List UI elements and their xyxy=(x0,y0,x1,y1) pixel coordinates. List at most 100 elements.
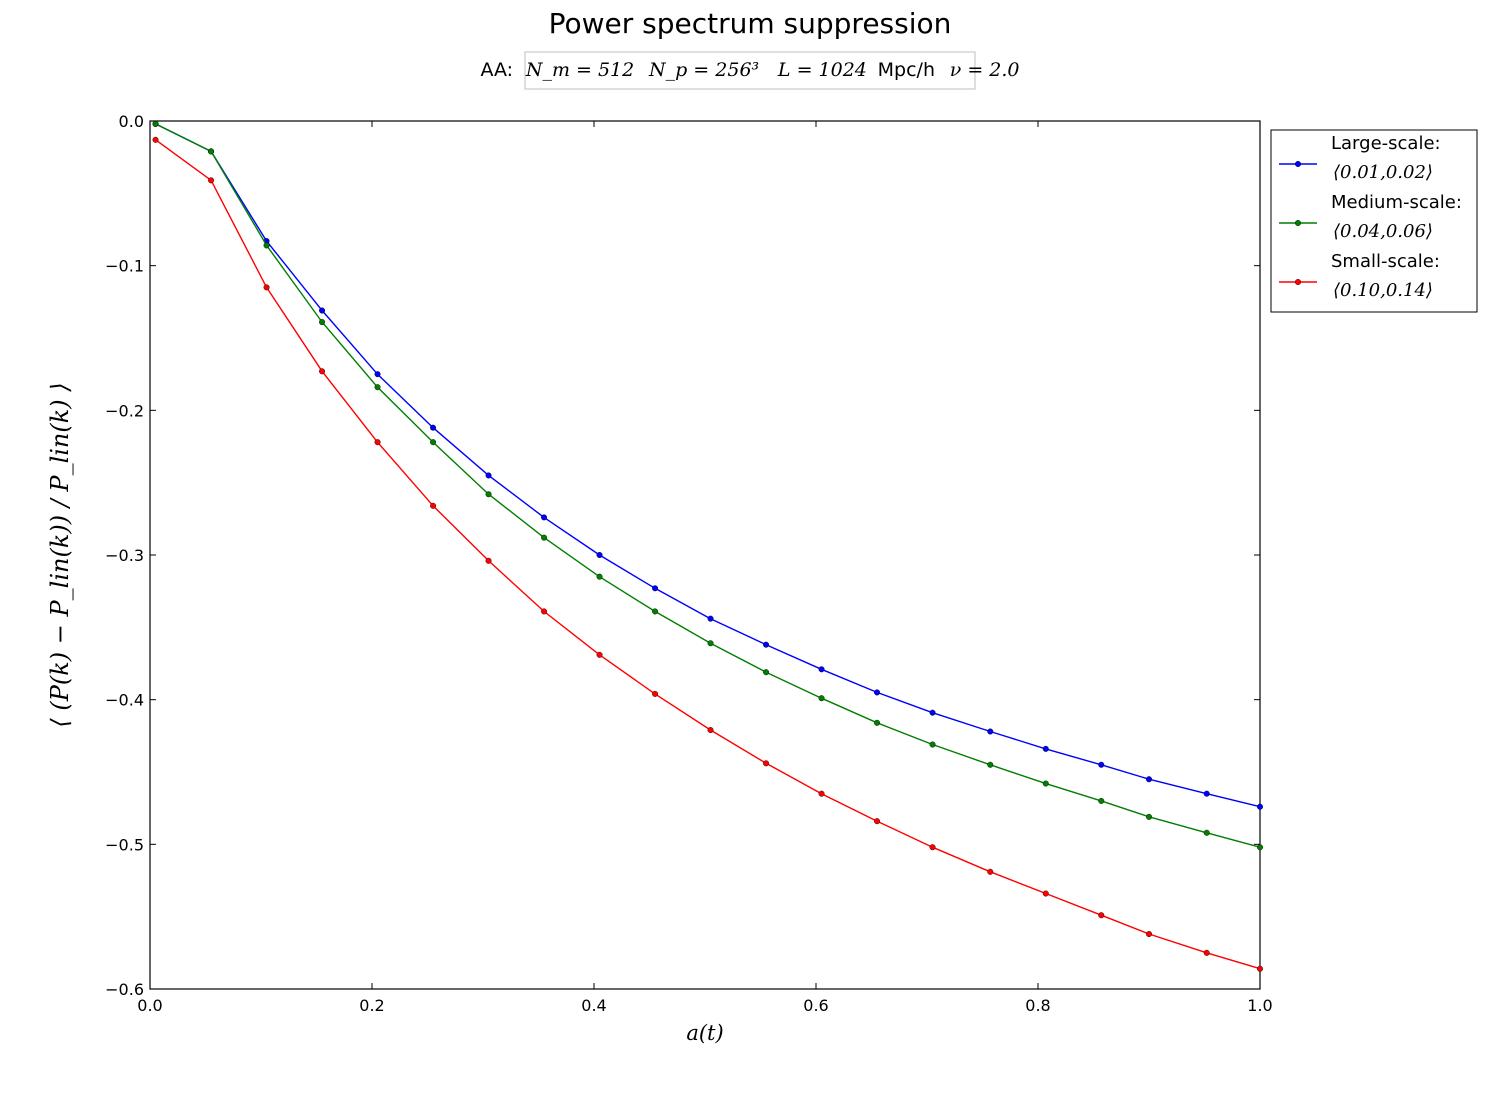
data-point xyxy=(1042,890,1049,897)
subtitle-nu: ν = 2.0 xyxy=(950,59,1020,81)
data-point xyxy=(1256,965,1263,972)
data-point xyxy=(1203,829,1210,836)
legend-item: Small-scale: ⟨0.10,0.14⟩ xyxy=(1279,251,1440,301)
legend-range: ⟨0.10,0.14⟩ xyxy=(1333,280,1433,301)
data-point xyxy=(1098,761,1105,768)
legend-marker xyxy=(1294,219,1301,226)
data-point xyxy=(596,651,603,658)
data-point xyxy=(541,514,548,521)
data-point xyxy=(596,552,603,559)
data-point xyxy=(1145,931,1152,938)
y-axis-label: ⟨ (P(k) − P_lin(k)) / P_lin(k) ⟩ xyxy=(46,382,74,727)
y-axis-ticks: 0.0 −0.1 −0.2 −0.3 −0.4 −0.5 −0.6 xyxy=(105,112,1260,999)
data-point xyxy=(1145,813,1152,820)
data-point xyxy=(208,148,215,155)
data-point xyxy=(374,371,381,378)
data-point xyxy=(652,690,659,697)
series-layer xyxy=(152,120,1263,972)
y-tick-label: 0.0 xyxy=(119,112,144,131)
data-point xyxy=(929,844,936,851)
data-point xyxy=(763,641,770,648)
series-0 xyxy=(152,120,1263,810)
data-point xyxy=(596,573,603,580)
data-point xyxy=(319,307,326,314)
data-point xyxy=(1256,844,1263,851)
y-tick-label: −0.6 xyxy=(105,980,144,999)
data-point xyxy=(374,439,381,446)
data-point xyxy=(987,868,994,875)
subtitle-box-size: L = 1024 xyxy=(777,59,867,81)
data-point xyxy=(874,818,881,825)
y-tick-label: −0.1 xyxy=(105,257,144,276)
data-point xyxy=(763,760,770,767)
subtitle-n-mesh: N_m = 512 xyxy=(525,59,634,81)
y-tick-label: −0.4 xyxy=(105,691,144,710)
subtitle-box-unit: Mpc/h xyxy=(878,59,935,81)
data-point xyxy=(152,136,159,143)
data-point xyxy=(707,640,714,647)
data-point xyxy=(874,689,881,696)
data-point xyxy=(541,534,548,541)
x-axis-ticks: 0.0 0.2 0.4 0.6 0.8 1.0 xyxy=(137,121,1273,1015)
data-point xyxy=(707,615,714,622)
legend-label: Medium-scale: xyxy=(1331,192,1462,213)
data-point xyxy=(430,502,437,509)
legend-marker xyxy=(1294,279,1301,286)
data-point xyxy=(430,424,437,431)
x-tick-label: 1.0 xyxy=(1247,996,1272,1015)
data-point xyxy=(208,177,215,184)
y-tick-label: −0.3 xyxy=(105,546,144,565)
data-point xyxy=(1098,912,1105,919)
data-point xyxy=(263,242,270,249)
data-point xyxy=(987,728,994,735)
data-point xyxy=(319,319,326,326)
subtitle-prefix: AA: xyxy=(480,59,513,81)
svg-text:AA: N_m = 512 N_p: AA: N_m = 512 N_p = 256³ L = 1024 Mpc/h … xyxy=(480,59,1019,81)
data-point xyxy=(430,439,437,446)
legend-item: Medium-scale: ⟨0.04,0.06⟩ xyxy=(1279,192,1462,242)
data-point xyxy=(818,666,825,673)
data-point xyxy=(1042,745,1049,752)
data-point xyxy=(1145,776,1152,783)
legend-range: ⟨0.04,0.06⟩ xyxy=(1333,221,1433,242)
data-point xyxy=(1203,949,1210,956)
series-1 xyxy=(152,120,1263,851)
data-point xyxy=(541,608,548,615)
x-tick-label: 0.4 xyxy=(581,996,606,1015)
x-tick-label: 0.6 xyxy=(803,996,828,1015)
data-point xyxy=(763,669,770,676)
subtitle-n-particles: N_p = 256³ xyxy=(648,59,759,81)
legend: Large-scale: ⟨0.01,0.02⟩ Medium-scale: ⟨0.0… xyxy=(1270,129,1478,313)
data-point xyxy=(987,761,994,768)
legend-range: ⟨0.01,0.02⟩ xyxy=(1333,162,1433,183)
series-2 xyxy=(152,136,1263,972)
data-point xyxy=(485,491,492,498)
legend-item: Large-scale: ⟨0.01,0.02⟩ xyxy=(1279,133,1441,183)
legend-marker xyxy=(1294,160,1301,167)
data-point xyxy=(319,368,326,375)
x-tick-label: 0.8 xyxy=(1025,996,1050,1015)
plot-area xyxy=(149,120,1261,990)
data-point xyxy=(707,727,714,734)
data-point xyxy=(1256,803,1263,810)
legend-label: Small-scale: xyxy=(1331,251,1440,272)
data-point xyxy=(818,695,825,702)
data-point xyxy=(485,472,492,479)
series-line xyxy=(155,139,1261,970)
data-point xyxy=(152,120,159,127)
data-point xyxy=(485,557,492,564)
data-point xyxy=(1042,780,1049,787)
y-tick-label: −0.2 xyxy=(105,401,144,420)
y-tick-label: −0.5 xyxy=(105,835,144,854)
x-tick-label: 0.2 xyxy=(359,996,384,1015)
series-line xyxy=(155,123,1261,808)
data-point xyxy=(929,741,936,748)
legend-label: Large-scale: xyxy=(1331,133,1441,154)
x-axis-label: a(t) xyxy=(686,1021,723,1045)
data-point xyxy=(929,709,936,716)
chart-title: Power spectrum suppression xyxy=(549,7,952,40)
chart-subtitle: AA: N_m = 512 N_p = 256³ L = 1024 Mpc/h … xyxy=(480,51,1020,90)
data-point xyxy=(1203,790,1210,797)
data-point xyxy=(874,719,881,726)
